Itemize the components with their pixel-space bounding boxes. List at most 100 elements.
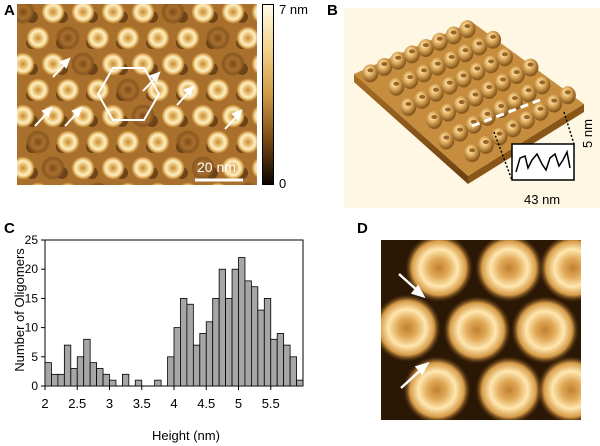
oligomer-ring — [101, 104, 125, 128]
bump-pore — [420, 68, 427, 73]
bump-pore — [446, 80, 453, 85]
histogram-bar — [154, 379, 162, 387]
oligomer-ring — [251, 4, 257, 23]
bump-pore — [472, 92, 479, 97]
bump-pore — [476, 41, 483, 46]
oligomer-ring — [90, 182, 106, 185]
bump-pore — [460, 73, 467, 78]
histogram-bar — [186, 303, 194, 387]
oligomer-ring — [120, 182, 136, 185]
oligomer-ring — [191, 104, 215, 128]
y-tick-label: 10 — [25, 321, 39, 335]
panel-b-label: B — [327, 2, 338, 19]
surface-bump — [494, 73, 511, 92]
oligomer-ring — [116, 130, 140, 154]
x-tick-label: 3.5 — [133, 396, 151, 411]
surface-bump — [404, 45, 421, 64]
oligomer-ring — [221, 52, 245, 76]
x-axis-label: Height (nm) — [152, 428, 220, 443]
x-tick-label: 5 — [235, 396, 242, 411]
oligomer-ring — [176, 26, 200, 50]
surface-bump — [388, 77, 405, 96]
histogram-bar — [180, 298, 188, 387]
surface-bump — [467, 88, 484, 107]
surface-bump — [429, 57, 446, 76]
histogram-bar — [173, 327, 181, 387]
bump-pore — [393, 81, 400, 86]
bump-pore — [474, 66, 481, 71]
histogram-bar — [231, 268, 239, 387]
surface-bump — [483, 55, 500, 74]
surface-bump — [481, 81, 498, 100]
histogram-bar — [63, 344, 72, 387]
oligomer-ring — [161, 52, 185, 76]
bump-pore — [523, 115, 530, 120]
oligomer-ring — [146, 78, 170, 102]
oligomer-ring — [161, 156, 185, 180]
arrow-markers — [34, 57, 243, 130]
surface-bump — [439, 103, 456, 122]
bump-pore — [444, 107, 451, 112]
oligomer-ring — [236, 130, 257, 154]
y-axis-label: Number of Oligomers — [12, 248, 27, 372]
oligomer-ring — [161, 4, 185, 24]
bump-pore — [498, 104, 505, 109]
histogram-bar — [122, 373, 130, 387]
histogram-bar — [263, 298, 272, 387]
surface-bump — [477, 135, 494, 154]
histogram-bar — [134, 379, 143, 387]
bump-pore — [469, 148, 476, 153]
bump-pore — [537, 106, 544, 111]
panel-d-label: D — [357, 220, 368, 237]
bump-pore — [434, 61, 441, 66]
oligomer-ring — [30, 182, 46, 185]
bump-pore — [464, 24, 471, 29]
oligomer-ring — [101, 156, 125, 180]
surface-bump — [506, 92, 523, 111]
surface-bump — [443, 50, 460, 69]
oligomer-ring — [146, 26, 170, 50]
surface-bump — [400, 97, 417, 116]
surface-bump — [479, 107, 496, 126]
histogram-bar — [270, 338, 278, 387]
inset-width-label: 43 nm — [524, 192, 561, 207]
surface-bump — [493, 100, 510, 119]
colorbar — [262, 4, 274, 185]
oligomer-ring — [116, 26, 140, 50]
oligomer-ring — [71, 52, 95, 76]
panel-b-3d-surface — [344, 8, 600, 208]
bump-pore — [450, 30, 457, 35]
bump-pore — [527, 62, 534, 67]
bump-pore — [513, 70, 520, 75]
surface-bump — [452, 123, 469, 142]
bump-pore — [381, 62, 388, 67]
surface-bump — [520, 84, 537, 103]
bump-pore — [405, 101, 412, 106]
histogram-bar — [96, 368, 104, 387]
bump-pore — [431, 115, 438, 120]
oligomer-ring-zoom — [381, 294, 441, 362]
histogram-bar — [257, 309, 265, 387]
histogram-bar — [70, 368, 78, 387]
surface-bump — [376, 58, 393, 77]
colorbar-max-label: 7 nm — [279, 2, 308, 17]
oligomer-ring — [86, 78, 110, 102]
histogram-bar — [225, 298, 233, 387]
bump-pore — [367, 68, 374, 73]
histogram-bar — [109, 379, 117, 387]
oligomer-ring — [26, 78, 50, 102]
oligomer-ring — [41, 52, 65, 76]
histogram-bar — [244, 280, 252, 387]
oligomer-ring — [17, 4, 35, 24]
x-tick-label: 5.5 — [262, 396, 280, 411]
bump-pore — [436, 36, 443, 41]
bump-pore — [407, 75, 414, 80]
bump-pore — [432, 87, 439, 92]
oligomer-ring — [131, 52, 155, 76]
oligomer-ring — [251, 105, 257, 127]
surface-bump — [459, 20, 476, 39]
oligomer-ring — [17, 156, 35, 180]
histogram-bar — [44, 362, 52, 387]
bump-pore — [470, 119, 477, 124]
surface-bump — [508, 66, 525, 85]
